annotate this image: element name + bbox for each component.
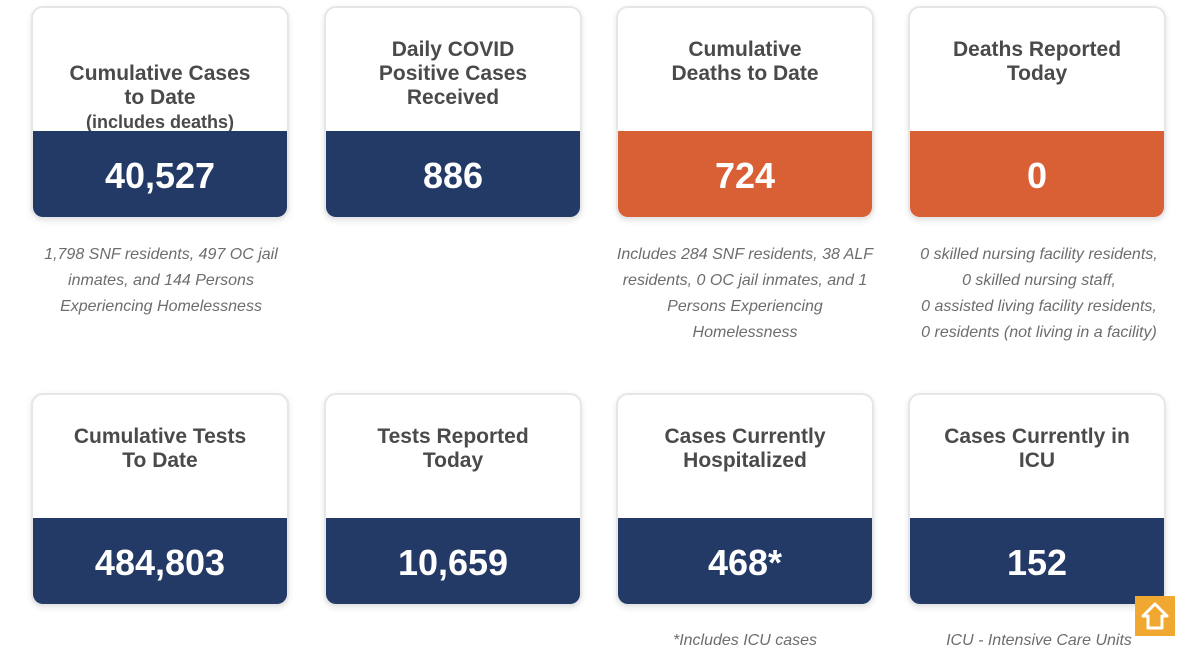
stat-card-cumulative-deaths: Cumulative Deaths to Date 724 <box>616 6 874 219</box>
stat-card-deaths-today: Deaths Reported Today 0 <box>908 6 1166 219</box>
card-note-cumulative-cases: 1,798 SNF residents, 497 OC jail inmates… <box>44 246 278 315</box>
card-title: Cases Currently in ICU <box>944 425 1130 472</box>
card-title: Deaths Reported Today <box>952 38 1122 85</box>
card-value: 484,803 <box>33 518 287 604</box>
card-title: Cases Currently Hospitalized <box>664 425 826 472</box>
card-value: 152 <box>910 518 1164 604</box>
stat-card-cumulative-tests: Cumulative Tests To Date 484,803 <box>31 393 289 606</box>
card-value: 468* <box>618 518 872 604</box>
scroll-to-top-button[interactable] <box>1135 596 1175 636</box>
card-value: 0 <box>910 131 1164 217</box>
card-title: Cumulative Tests To Date <box>73 425 247 472</box>
stat-card-icu: Cases Currently in ICU 152 <box>908 393 1166 606</box>
card-note-hospitalized: *Includes ICU cases <box>672 632 818 649</box>
card-title: Daily COVID Positive Cases Received <box>378 38 528 109</box>
card-note-deaths-today: 0 skilled nursing facility residents, 0 … <box>920 246 1158 341</box>
card-value: 724 <box>618 131 872 217</box>
card-title: Cumulative Cases to Date (includes death… <box>33 38 287 158</box>
card-title: Tests Reported Today <box>377 425 529 472</box>
arrow-up-icon <box>1141 602 1169 630</box>
card-value: 40,527 <box>33 131 287 217</box>
stat-card-daily-positive-cases: Daily COVID Positive Cases Received 886 <box>324 6 582 219</box>
card-value: 886 <box>326 131 580 217</box>
card-note-icu: ICU - Intensive Care Units <box>946 632 1132 649</box>
stat-card-hospitalized: Cases Currently Hospitalized 468* <box>616 393 874 606</box>
card-note-cumulative-deaths: Includes 284 SNF residents, 38 ALF resid… <box>616 246 874 341</box>
card-title-text: Cumulative Cases to Date <box>69 62 251 109</box>
stat-card-tests-today: Tests Reported Today 10,659 <box>324 393 582 606</box>
card-subtitle: (includes deaths) <box>85 112 235 132</box>
stat-card-cumulative-cases: Cumulative Cases to Date (includes death… <box>31 6 289 219</box>
card-value: 10,659 <box>326 518 580 604</box>
card-title: Cumulative Deaths to Date <box>671 38 819 85</box>
